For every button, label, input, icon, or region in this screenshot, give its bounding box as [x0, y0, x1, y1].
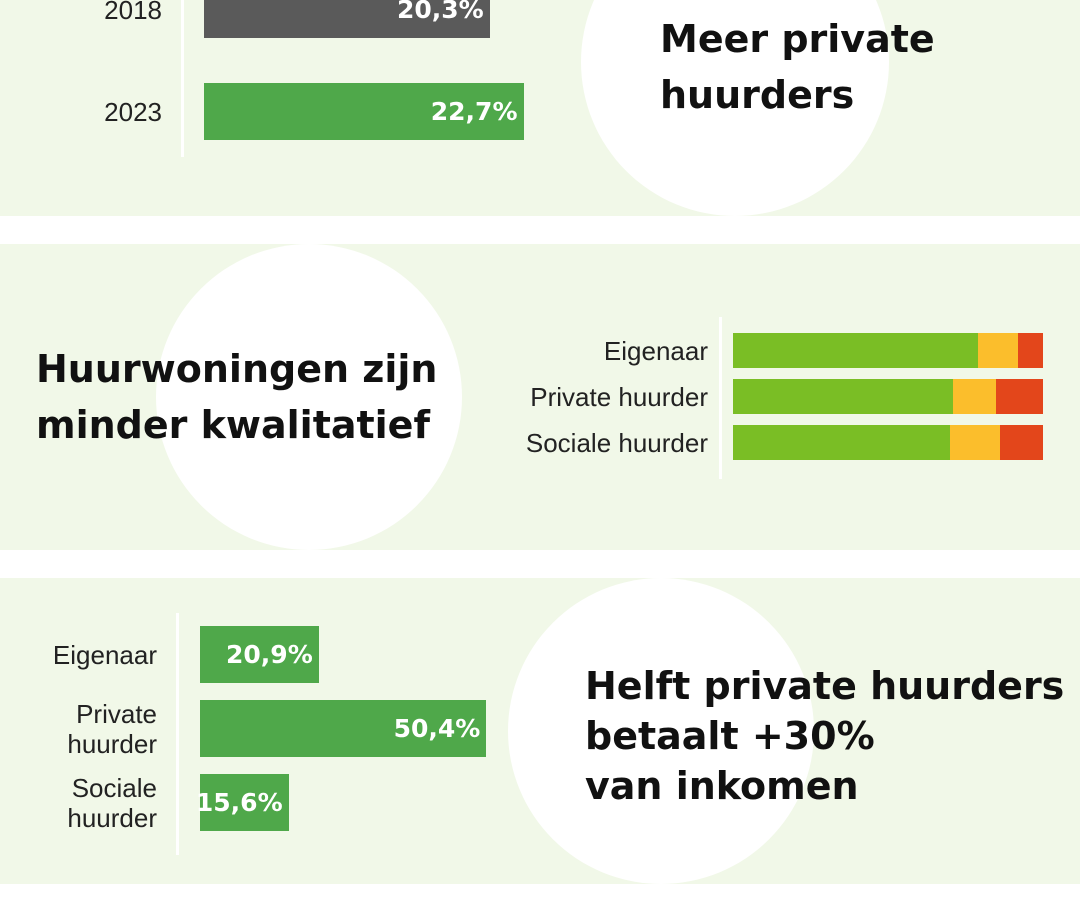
bar: 50,4%	[200, 700, 487, 757]
category-label-line: huurder	[67, 728, 157, 759]
heading-line: Helft private huurders	[585, 664, 1065, 708]
section-heading: Helft private huurders betaalt +30% van …	[585, 661, 1064, 811]
bar: 22,7%	[204, 83, 524, 140]
category-label-line: Sociale	[71, 772, 157, 803]
section-circle	[508, 578, 814, 884]
value-label: 15,6%	[195, 788, 283, 817]
stacked-bar	[733, 333, 1043, 368]
section-heading: Huurwoningen zijn minder kwalitatief	[36, 341, 437, 453]
heading-line: Meer private	[660, 17, 935, 61]
chart-axis-line	[719, 317, 722, 479]
category-label-line: Private	[76, 698, 157, 729]
category-label: 2018	[104, 0, 162, 25]
bar-segment	[953, 379, 997, 414]
category-label: Sociale huurder	[525, 427, 708, 458]
heading-line: huurders	[660, 73, 855, 117]
section-heading: Meer private huurders	[660, 11, 935, 123]
category-label: Private huurder	[530, 381, 708, 412]
bar-segment	[950, 425, 1000, 460]
category-label: Private huurder	[67, 699, 157, 759]
chart-axis-line	[176, 613, 179, 855]
heading-line: minder kwalitatief	[36, 403, 430, 447]
category-label-line: huurder	[67, 802, 157, 833]
bar: 15,6%	[196, 774, 289, 831]
bar: 20,9%	[200, 626, 319, 683]
category-label: Eigenaar	[53, 640, 157, 670]
chart-axis-line	[181, 0, 184, 157]
bar-segment	[996, 379, 1043, 414]
stacked-bar	[733, 379, 1043, 414]
value-label: 22,7%	[430, 97, 518, 126]
bar: 20,3%	[204, 0, 490, 38]
bar-segment	[733, 425, 950, 460]
heading-line: van inkomen	[585, 764, 859, 808]
category-label: Sociale huurder	[67, 773, 157, 833]
value-label: 50,4%	[393, 714, 481, 743]
category-label: 2023	[104, 96, 162, 127]
stacked-bar	[733, 425, 1043, 460]
heading-line: Huurwoningen zijn	[36, 347, 438, 391]
bar-segment	[1018, 333, 1043, 368]
value-label: 20,3%	[396, 0, 484, 24]
bar-segment	[733, 379, 954, 414]
bar-segment	[999, 425, 1043, 460]
bar-segment	[977, 333, 1019, 368]
section-housing-quality: Huurwoningen zijn minder kwalitatief Eig…	[0, 244, 1080, 550]
section-housing-cost: Eigenaar 20,9% Private huurder 50,4% Sociale h…	[0, 578, 1080, 884]
category-label-line: Eigenaar	[52, 639, 157, 670]
bar-segment	[733, 333, 978, 368]
heading-line: betaalt +30%	[585, 714, 875, 758]
category-label: Eigenaar	[603, 335, 708, 366]
section-circle	[156, 244, 462, 550]
value-label: 20,9%	[226, 640, 313, 669]
section-private-renters: 2018 20,3% 2023 22,7% Meer private huurders	[0, 0, 1080, 216]
